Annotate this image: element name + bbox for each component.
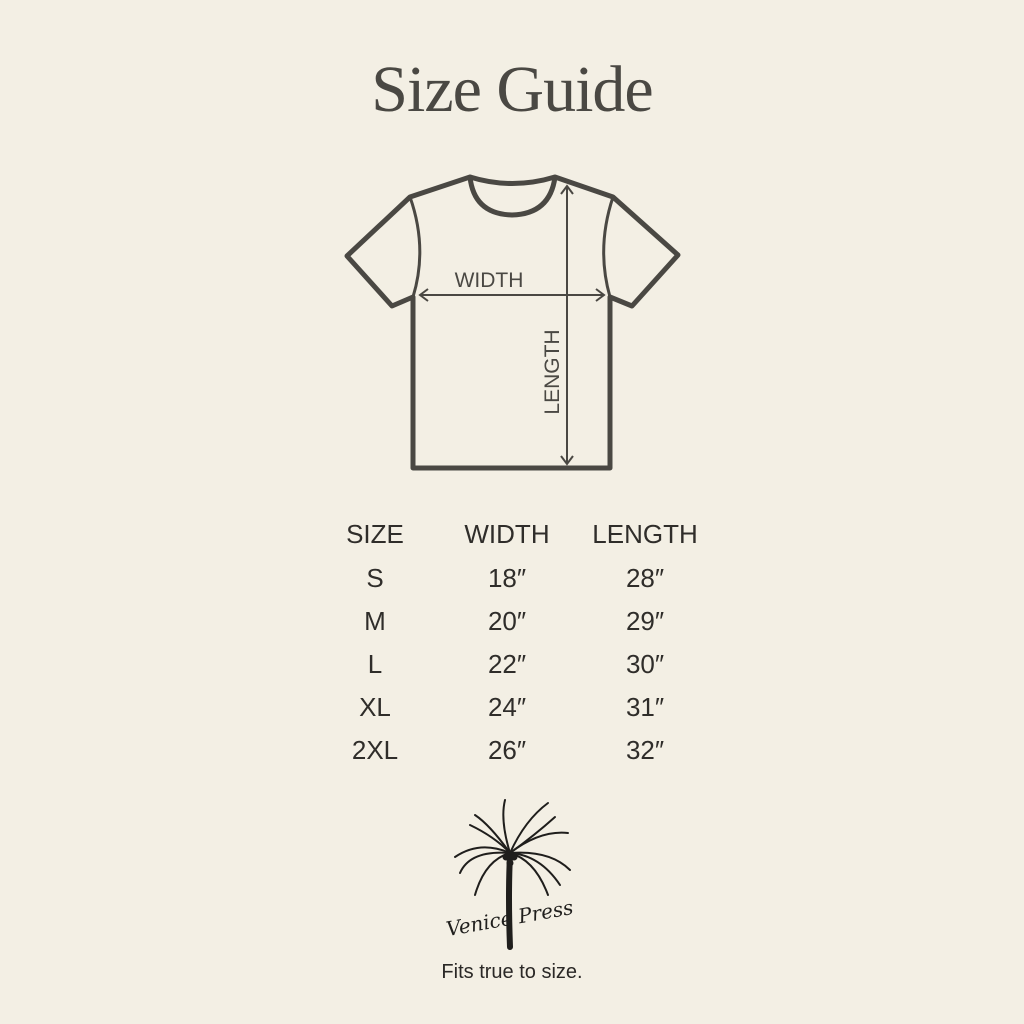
palm-trunk (506, 852, 513, 950)
cell-length: 31″ (625, 692, 665, 722)
cell-size: 2XL (351, 735, 399, 765)
cell-width: 20″ (487, 606, 527, 636)
width-label: WIDTH (455, 269, 524, 292)
width-arrowhead-right (595, 288, 606, 302)
cell-width: 26″ (487, 735, 527, 765)
cell-width: 22″ (487, 649, 527, 679)
left-armhole (408, 196, 422, 298)
tshirt-diagram: WIDTH LENGTH (344, 174, 681, 471)
header-size: SIZE (346, 519, 404, 549)
cell-length: 32″ (625, 735, 665, 765)
length-arrowhead-top (560, 184, 574, 195)
right-armhole (602, 196, 615, 298)
length-label: LENGTH (541, 329, 564, 414)
tshirt-neckline (469, 174, 556, 186)
length-arrowhead-bottom (560, 455, 574, 466)
palm-fronds (454, 799, 571, 896)
header-length: LENGTH (592, 519, 698, 549)
cell-length: 29″ (625, 606, 665, 636)
palm-tree-logo: Venice Press (444, 799, 575, 950)
cell-size: XL (359, 692, 391, 722)
cell-length: 30″ (625, 649, 665, 679)
tshirt-outline (344, 174, 681, 471)
width-arrowhead-left (418, 288, 429, 302)
cell-size: S (366, 563, 384, 593)
fit-note: Fits true to size. (441, 961, 583, 983)
cell-width: 18″ (487, 563, 527, 593)
cell-length: 28″ (625, 563, 665, 593)
page-title: Size Guide (371, 53, 653, 126)
cell-width: 24″ (487, 692, 527, 722)
header-width: WIDTH (464, 519, 550, 549)
cell-size: L (367, 649, 383, 679)
cell-size: M (364, 606, 386, 636)
